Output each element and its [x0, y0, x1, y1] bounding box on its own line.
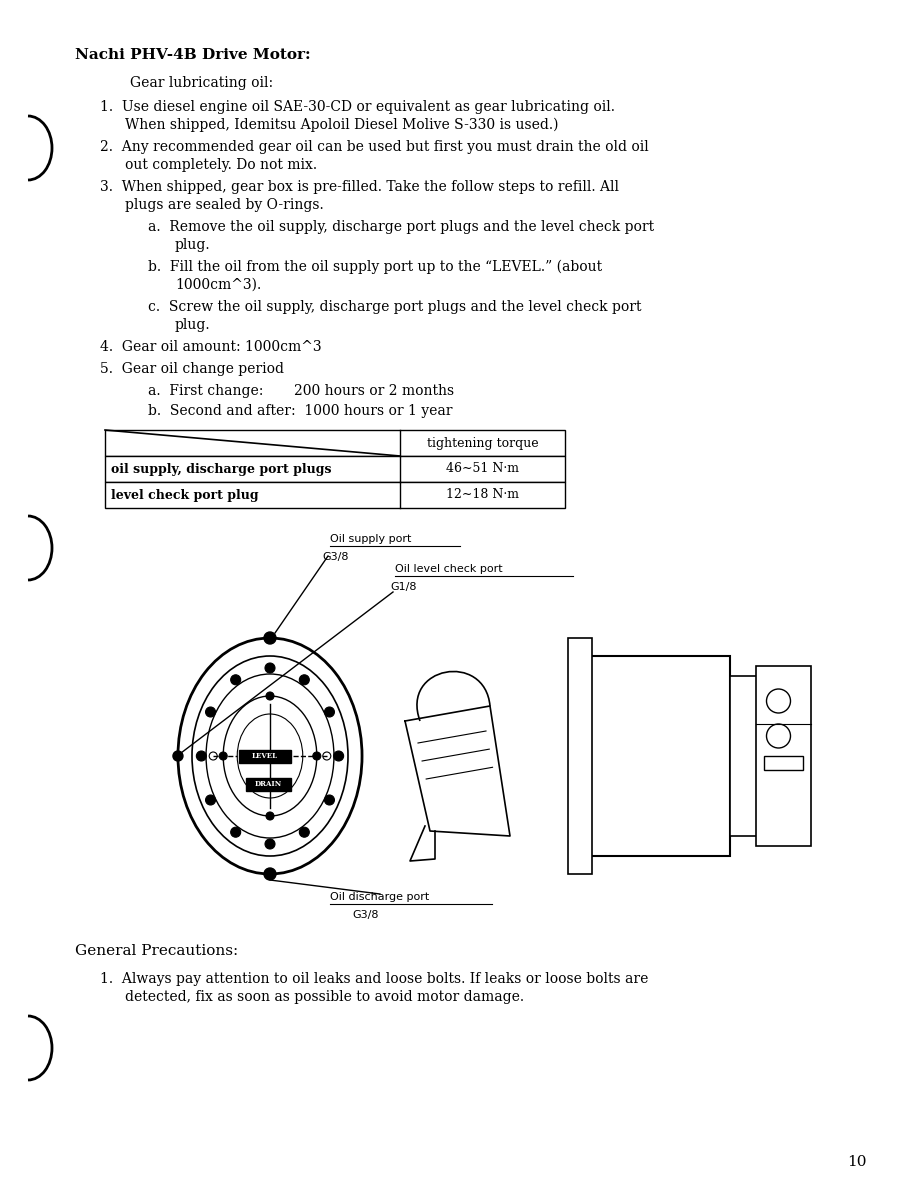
Text: Nachi PHV-4B Drive Motor:: Nachi PHV-4B Drive Motor: — [75, 47, 311, 62]
Bar — [105, 456, 565, 482]
Text: plug.: plug. — [175, 239, 210, 252]
Text: 5.  Gear oil change period: 5. Gear oil change period — [100, 362, 284, 376]
Text: LEVEL: LEVEL — [252, 753, 278, 760]
Text: 4.  Gear oil amount: 1000cm^3: 4. Gear oil amount: 1000cm^3 — [100, 339, 322, 354]
Text: detected, fix as soon as possible to avoid motor damage.: detected, fix as soon as possible to avo… — [125, 990, 524, 1004]
Bar — [105, 430, 565, 456]
Text: a.  Remove the oil supply, discharge port plugs and the level check port: a. Remove the oil supply, discharge port… — [148, 220, 654, 234]
Circle shape — [767, 688, 791, 713]
Bar — [730, 677, 758, 836]
Text: 1.  Always pay attention to oil leaks and loose bolts. If leaks or loose bolts a: 1. Always pay attention to oil leaks and… — [100, 972, 648, 986]
Text: plug.: plug. — [175, 318, 210, 332]
Text: Oil discharge port: Oil discharge port — [330, 891, 430, 902]
Circle shape — [230, 674, 240, 685]
Text: G1/8: G1/8 — [390, 582, 417, 592]
Text: G3/8: G3/8 — [322, 552, 348, 561]
Circle shape — [219, 753, 228, 760]
Bar — [590, 656, 730, 856]
Circle shape — [264, 631, 276, 645]
Bar — [246, 777, 291, 791]
Text: Gear lubricating oil:: Gear lubricating oil: — [130, 76, 273, 90]
Circle shape — [324, 707, 335, 717]
Text: c.  Screw the oil supply, discharge port plugs and the level check port: c. Screw the oil supply, discharge port … — [148, 300, 642, 315]
Text: level check port plug: level check port plug — [111, 489, 259, 501]
Text: Oil supply port: Oil supply port — [330, 534, 411, 544]
Bar — [764, 756, 803, 770]
Circle shape — [209, 753, 218, 760]
Circle shape — [266, 692, 274, 700]
Bar — [568, 637, 592, 874]
Circle shape — [265, 664, 275, 673]
Circle shape — [299, 827, 309, 837]
Text: 3.  When shipped, gear box is pre-filled. Take the follow steps to refill. All: 3. When shipped, gear box is pre-filled.… — [100, 180, 619, 193]
Circle shape — [206, 795, 216, 805]
Bar — [239, 749, 291, 762]
Text: out completely. Do not mix.: out completely. Do not mix. — [125, 158, 317, 172]
Circle shape — [230, 827, 240, 837]
Text: Oil level check port: Oil level check port — [395, 564, 503, 575]
Bar — [105, 482, 565, 508]
Text: DRAIN: DRAIN — [254, 780, 282, 788]
Text: 1000cm^3).: 1000cm^3). — [175, 278, 261, 292]
Text: When shipped, Idemitsu Apoloil Diesel Molive S-330 is used.): When shipped, Idemitsu Apoloil Diesel Mo… — [125, 118, 558, 133]
Text: oil supply, discharge port plugs: oil supply, discharge port plugs — [111, 463, 332, 476]
Text: 2.  Any recommended gear oil can be used but first you must drain the old oil: 2. Any recommended gear oil can be used … — [100, 140, 649, 154]
Circle shape — [266, 812, 274, 820]
Text: G3/8: G3/8 — [352, 910, 378, 920]
Circle shape — [206, 707, 216, 717]
Circle shape — [299, 674, 309, 685]
Circle shape — [334, 751, 344, 761]
Text: General Precautions:: General Precautions: — [75, 944, 239, 958]
Circle shape — [197, 751, 207, 761]
Circle shape — [313, 753, 321, 760]
Circle shape — [767, 724, 791, 748]
Text: b.  Fill the oil from the oil supply port up to the “LEVEL.” (about: b. Fill the oil from the oil supply port… — [148, 260, 602, 274]
Text: tightening torque: tightening torque — [427, 437, 538, 450]
Text: plugs are sealed by O-rings.: plugs are sealed by O-rings. — [125, 198, 324, 212]
Text: 12∼18 N·m: 12∼18 N·m — [446, 489, 519, 501]
Bar — [756, 666, 811, 846]
Circle shape — [265, 839, 275, 849]
Text: 46∼51 N·m: 46∼51 N·m — [446, 463, 519, 476]
Text: 10: 10 — [847, 1155, 866, 1169]
Circle shape — [173, 751, 183, 761]
Text: 1.  Use diesel engine oil SAE-30-CD or equivalent as gear lubricating oil.: 1. Use diesel engine oil SAE-30-CD or eq… — [100, 100, 615, 114]
Text: a.  First change:       200 hours or 2 months: a. First change: 200 hours or 2 months — [148, 385, 454, 398]
Text: b.  Second and after:  1000 hours or 1 year: b. Second and after: 1000 hours or 1 yea… — [148, 404, 452, 418]
Circle shape — [323, 753, 331, 760]
Circle shape — [264, 868, 276, 880]
Circle shape — [324, 795, 335, 805]
